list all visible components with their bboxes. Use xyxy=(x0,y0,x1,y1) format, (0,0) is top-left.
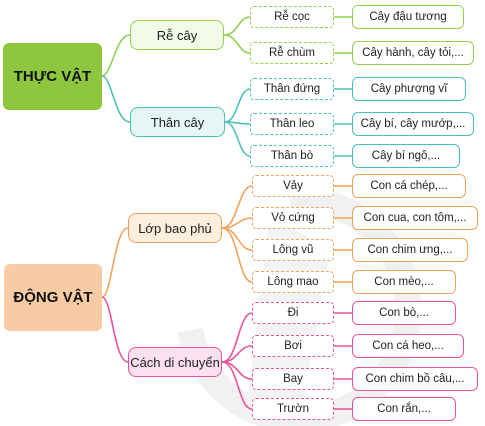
example-fly: Con chim bồ câu,... xyxy=(352,367,478,391)
example-crawl: Con rắn,... xyxy=(352,397,456,421)
movement-node: Cách di chuyển xyxy=(128,347,222,377)
example-shell: Con cua, con tôm,... xyxy=(352,206,478,230)
leaf-creeping-stem: Thân bò xyxy=(250,145,334,167)
leaf-upright-stem: Thân đứng xyxy=(250,78,334,100)
stems-node: Thân cây xyxy=(130,107,225,137)
leaf-shell: Vỏ cứng xyxy=(252,207,334,229)
covering-node: Lớp bao phủ xyxy=(128,213,222,243)
leaf-tap-root: Rễ cọc xyxy=(250,6,334,28)
leaf-climbing-stem: Thân leo xyxy=(250,113,334,135)
example-walk: Con bò,... xyxy=(352,301,456,325)
example-fur: Con mèo,... xyxy=(352,270,456,294)
leaf-fibrous-root: Rễ chùm xyxy=(250,42,334,64)
example-upright-stem: Cây phượng vĩ xyxy=(352,77,466,101)
leaf-walk: Đi xyxy=(252,302,334,324)
example-climbing-stem: Cây bí, cây mướp,... xyxy=(352,112,474,136)
example-scales: Con cá chép,... xyxy=(352,174,466,198)
example-swim: Con cá heo,... xyxy=(352,334,464,358)
example-feathers: Con chim ưng,... xyxy=(352,238,468,262)
plant-root-node: THỰC VẬT xyxy=(3,43,102,110)
animal-root-node: ĐỘNG VẬT xyxy=(4,264,102,331)
leaf-scales: Vảy xyxy=(252,175,334,197)
example-creeping-stem: Cây bí ngô,... xyxy=(352,144,460,168)
leaf-crawl: Trườn xyxy=(252,398,334,420)
leaf-swim: Bơi xyxy=(252,335,334,357)
leaf-fur: Lông mao xyxy=(252,271,334,293)
leaf-fly: Bay xyxy=(252,368,334,390)
leaf-feathers: Lông vũ xyxy=(252,239,334,261)
example-tap-root: Cây đậu tương xyxy=(352,5,464,29)
example-fibrous-root: Cây hành, cây tỏi,... xyxy=(352,41,474,65)
roots-node: Rễ cây xyxy=(130,20,224,50)
